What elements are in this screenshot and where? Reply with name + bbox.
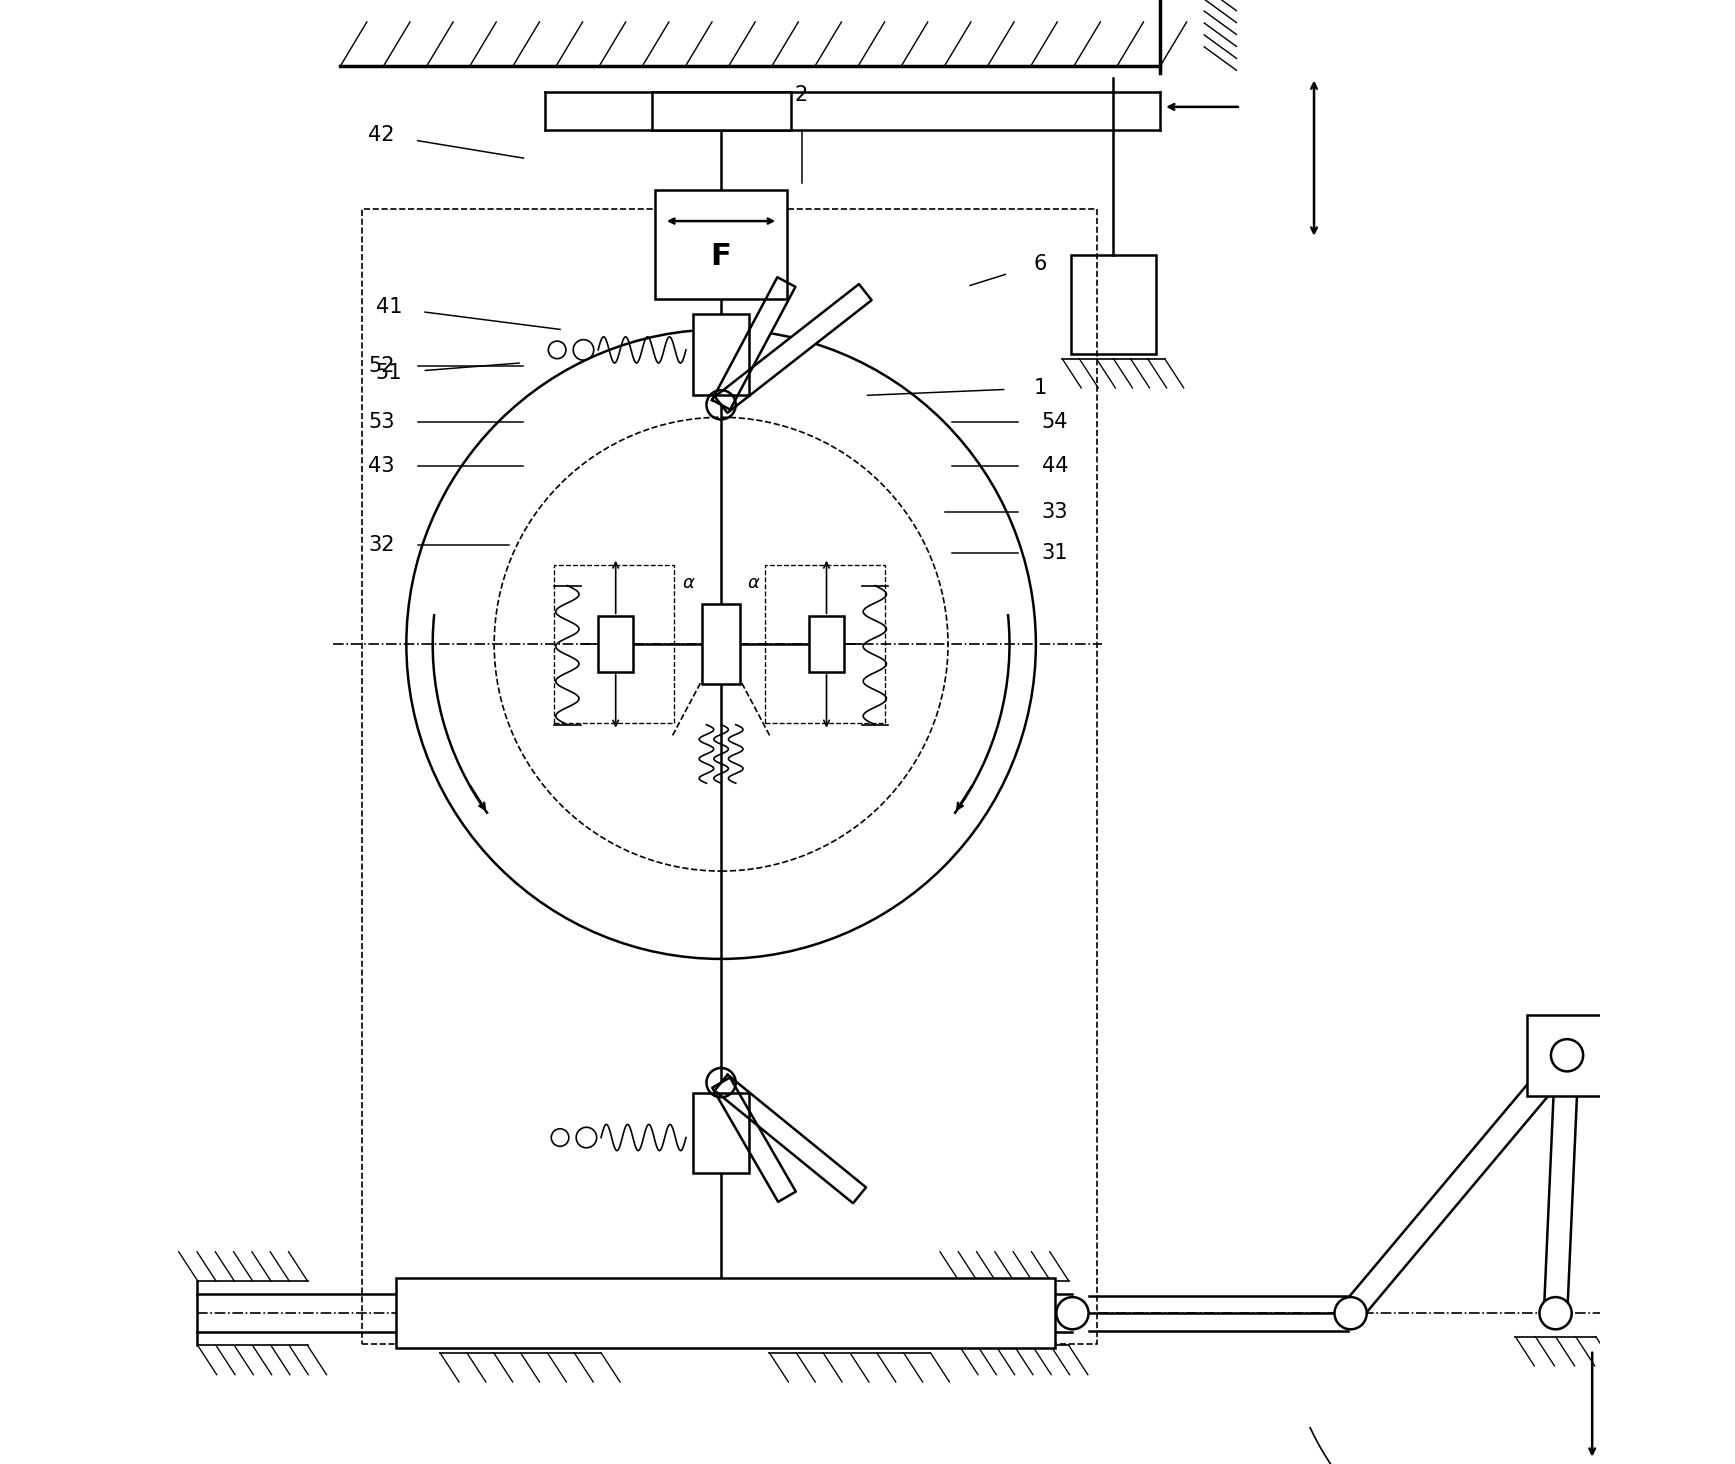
Text: 32: 32 <box>368 534 394 555</box>
Text: 54: 54 <box>1041 411 1069 432</box>
Circle shape <box>1334 1297 1367 1329</box>
Bar <box>553 565 675 723</box>
Circle shape <box>1057 1297 1088 1329</box>
Bar <box>703 603 741 684</box>
Bar <box>1070 255 1156 354</box>
Bar <box>765 565 885 723</box>
Bar <box>656 189 788 299</box>
Text: $\alpha$: $\alpha$ <box>682 574 696 591</box>
Text: 43: 43 <box>368 455 394 476</box>
Circle shape <box>1539 1297 1572 1329</box>
Text: 31: 31 <box>1041 543 1069 564</box>
Text: 42: 42 <box>368 124 394 145</box>
Text: 33: 33 <box>1041 502 1069 523</box>
Bar <box>363 209 1097 1344</box>
Polygon shape <box>715 1075 866 1203</box>
Bar <box>652 92 791 130</box>
Text: 44: 44 <box>1041 455 1069 476</box>
Text: 2: 2 <box>795 85 809 105</box>
Polygon shape <box>1341 1048 1575 1321</box>
Polygon shape <box>711 277 795 410</box>
Bar <box>396 1278 1055 1348</box>
Text: F: F <box>711 242 732 271</box>
Bar <box>1527 1015 1607 1095</box>
Text: 51: 51 <box>375 363 403 384</box>
Bar <box>694 1092 750 1174</box>
Polygon shape <box>713 1078 796 1202</box>
Text: 6: 6 <box>1034 253 1046 274</box>
Bar <box>599 616 633 672</box>
Text: 1: 1 <box>1034 378 1046 398</box>
Bar <box>809 616 843 672</box>
Polygon shape <box>715 284 871 413</box>
Text: 53: 53 <box>368 411 394 432</box>
Text: 52: 52 <box>368 356 394 376</box>
Text: 41: 41 <box>375 297 403 318</box>
Bar <box>694 315 750 394</box>
Text: $\alpha$: $\alpha$ <box>746 574 760 591</box>
Polygon shape <box>1544 1054 1579 1313</box>
